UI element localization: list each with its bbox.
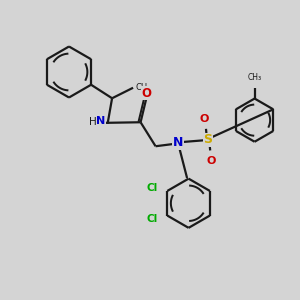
Text: S: S bbox=[204, 133, 213, 146]
Text: N: N bbox=[173, 136, 183, 149]
Text: CH₃: CH₃ bbox=[136, 83, 151, 92]
Text: Cl: Cl bbox=[146, 183, 158, 193]
Text: CH₃: CH₃ bbox=[248, 73, 262, 82]
Text: O: O bbox=[141, 87, 151, 100]
Text: Cl: Cl bbox=[146, 214, 158, 224]
Text: O: O bbox=[207, 156, 216, 166]
Text: H: H bbox=[89, 117, 97, 127]
Text: O: O bbox=[199, 114, 208, 124]
Text: N: N bbox=[96, 116, 106, 126]
